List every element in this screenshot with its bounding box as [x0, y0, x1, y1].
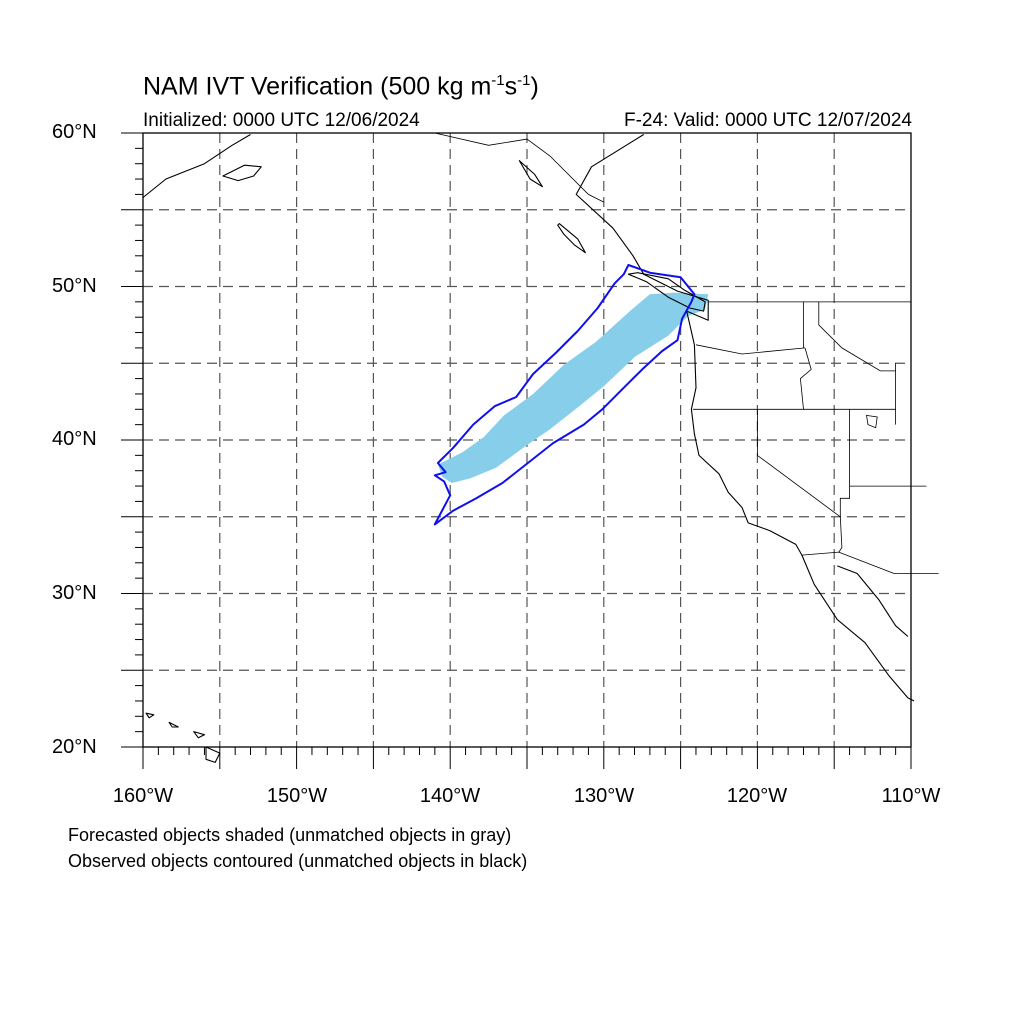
legend-observed-note: Observed objects contoured (unmatched ob… [68, 851, 528, 871]
observed-objects-layer [433, 264, 696, 526]
border-or-id [799, 347, 812, 410]
border-alaska-bc-border [434, 132, 604, 203]
lat-label-20n: 20°N [52, 736, 97, 758]
coastline-vancouver-island [627, 272, 706, 312]
forecast-object-shade [437, 292, 709, 483]
lon-label-140w: 140°W [419, 785, 481, 807]
border-great-salt-lake [866, 414, 878, 429]
border-id-mt [818, 301, 896, 372]
coastline-north-america-west [575, 134, 915, 702]
coastline-hawaii-oahu [168, 721, 179, 728]
lon-label-110w: 110°W [881, 785, 941, 807]
lat-label-30n: 30°N [52, 582, 97, 604]
lon-label-120w: 120°W [726, 785, 788, 807]
forecast-objects-layer [437, 292, 709, 483]
border-us-mexico [801, 551, 939, 574]
lat-label-50n: 50°N [52, 275, 97, 297]
coastline-hawaii-kauai [145, 712, 155, 719]
coastline-hawaii-maui [193, 731, 205, 739]
valid-time-label: F-24: Valid: 0000 UTC 12/07/2024 [624, 110, 912, 131]
border-wa-or [695, 344, 806, 355]
border-ca-az [838, 516, 843, 553]
coastline-haida-gwaii [557, 223, 586, 254]
coastline-alaska-peninsula [142, 134, 251, 198]
political-borders-layer [434, 132, 939, 574]
init-time-label: Initialized: 0000 UTC 12/06/2024 [143, 110, 420, 131]
coastline-kodiak [222, 164, 262, 182]
border-nv-az [839, 409, 850, 517]
lon-label-130w: 130°W [573, 785, 635, 807]
map-frame [121, 132, 912, 769]
map-title: NAM IVT Verification (500 kg m-1s-1) [143, 72, 539, 101]
border-ca-nv [757, 409, 841, 518]
coastline-gulf-of-california-east [837, 565, 909, 637]
legend-forecast-note: Forecasted objects shaded (unmatched obj… [68, 825, 512, 845]
lon-label-150w: 150°W [266, 785, 328, 807]
observed-object-contour [433, 264, 696, 526]
coastline-alaska-east-island-fragments [518, 160, 543, 188]
lon-label-160w: 160°W [112, 785, 174, 807]
coastline-hawaii-big-island [205, 746, 221, 763]
coastline-layer [142, 134, 915, 763]
lat-label-40n: 40°N [52, 428, 97, 450]
lat-label-60n: 60°N [52, 121, 97, 143]
